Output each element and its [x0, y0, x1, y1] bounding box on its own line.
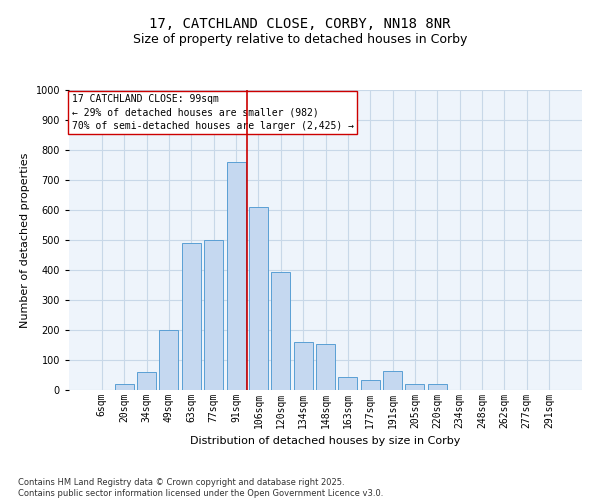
Bar [406, 384, 424, 390]
Bar [137, 372, 156, 390]
Y-axis label: Number of detached properties: Number of detached properties [20, 152, 30, 328]
Bar [361, 380, 380, 390]
Bar [338, 376, 358, 390]
Text: Size of property relative to detached houses in Corby: Size of property relative to detached ho… [133, 32, 467, 46]
Bar [160, 330, 178, 390]
Bar [249, 207, 268, 390]
Text: 17 CATCHLAND CLOSE: 99sqm
← 29% of detached houses are smaller (982)
70% of semi: 17 CATCHLAND CLOSE: 99sqm ← 29% of detac… [71, 94, 353, 131]
Bar [115, 384, 134, 390]
Bar [316, 344, 335, 390]
Text: 17, CATCHLAND CLOSE, CORBY, NN18 8NR: 17, CATCHLAND CLOSE, CORBY, NN18 8NR [149, 18, 451, 32]
Bar [383, 370, 402, 390]
Bar [204, 240, 223, 390]
Bar [227, 162, 245, 390]
Text: Contains HM Land Registry data © Crown copyright and database right 2025.
Contai: Contains HM Land Registry data © Crown c… [18, 478, 383, 498]
Bar [428, 384, 447, 390]
Bar [293, 342, 313, 390]
Bar [271, 272, 290, 390]
Bar [182, 243, 201, 390]
X-axis label: Distribution of detached houses by size in Corby: Distribution of detached houses by size … [190, 436, 461, 446]
